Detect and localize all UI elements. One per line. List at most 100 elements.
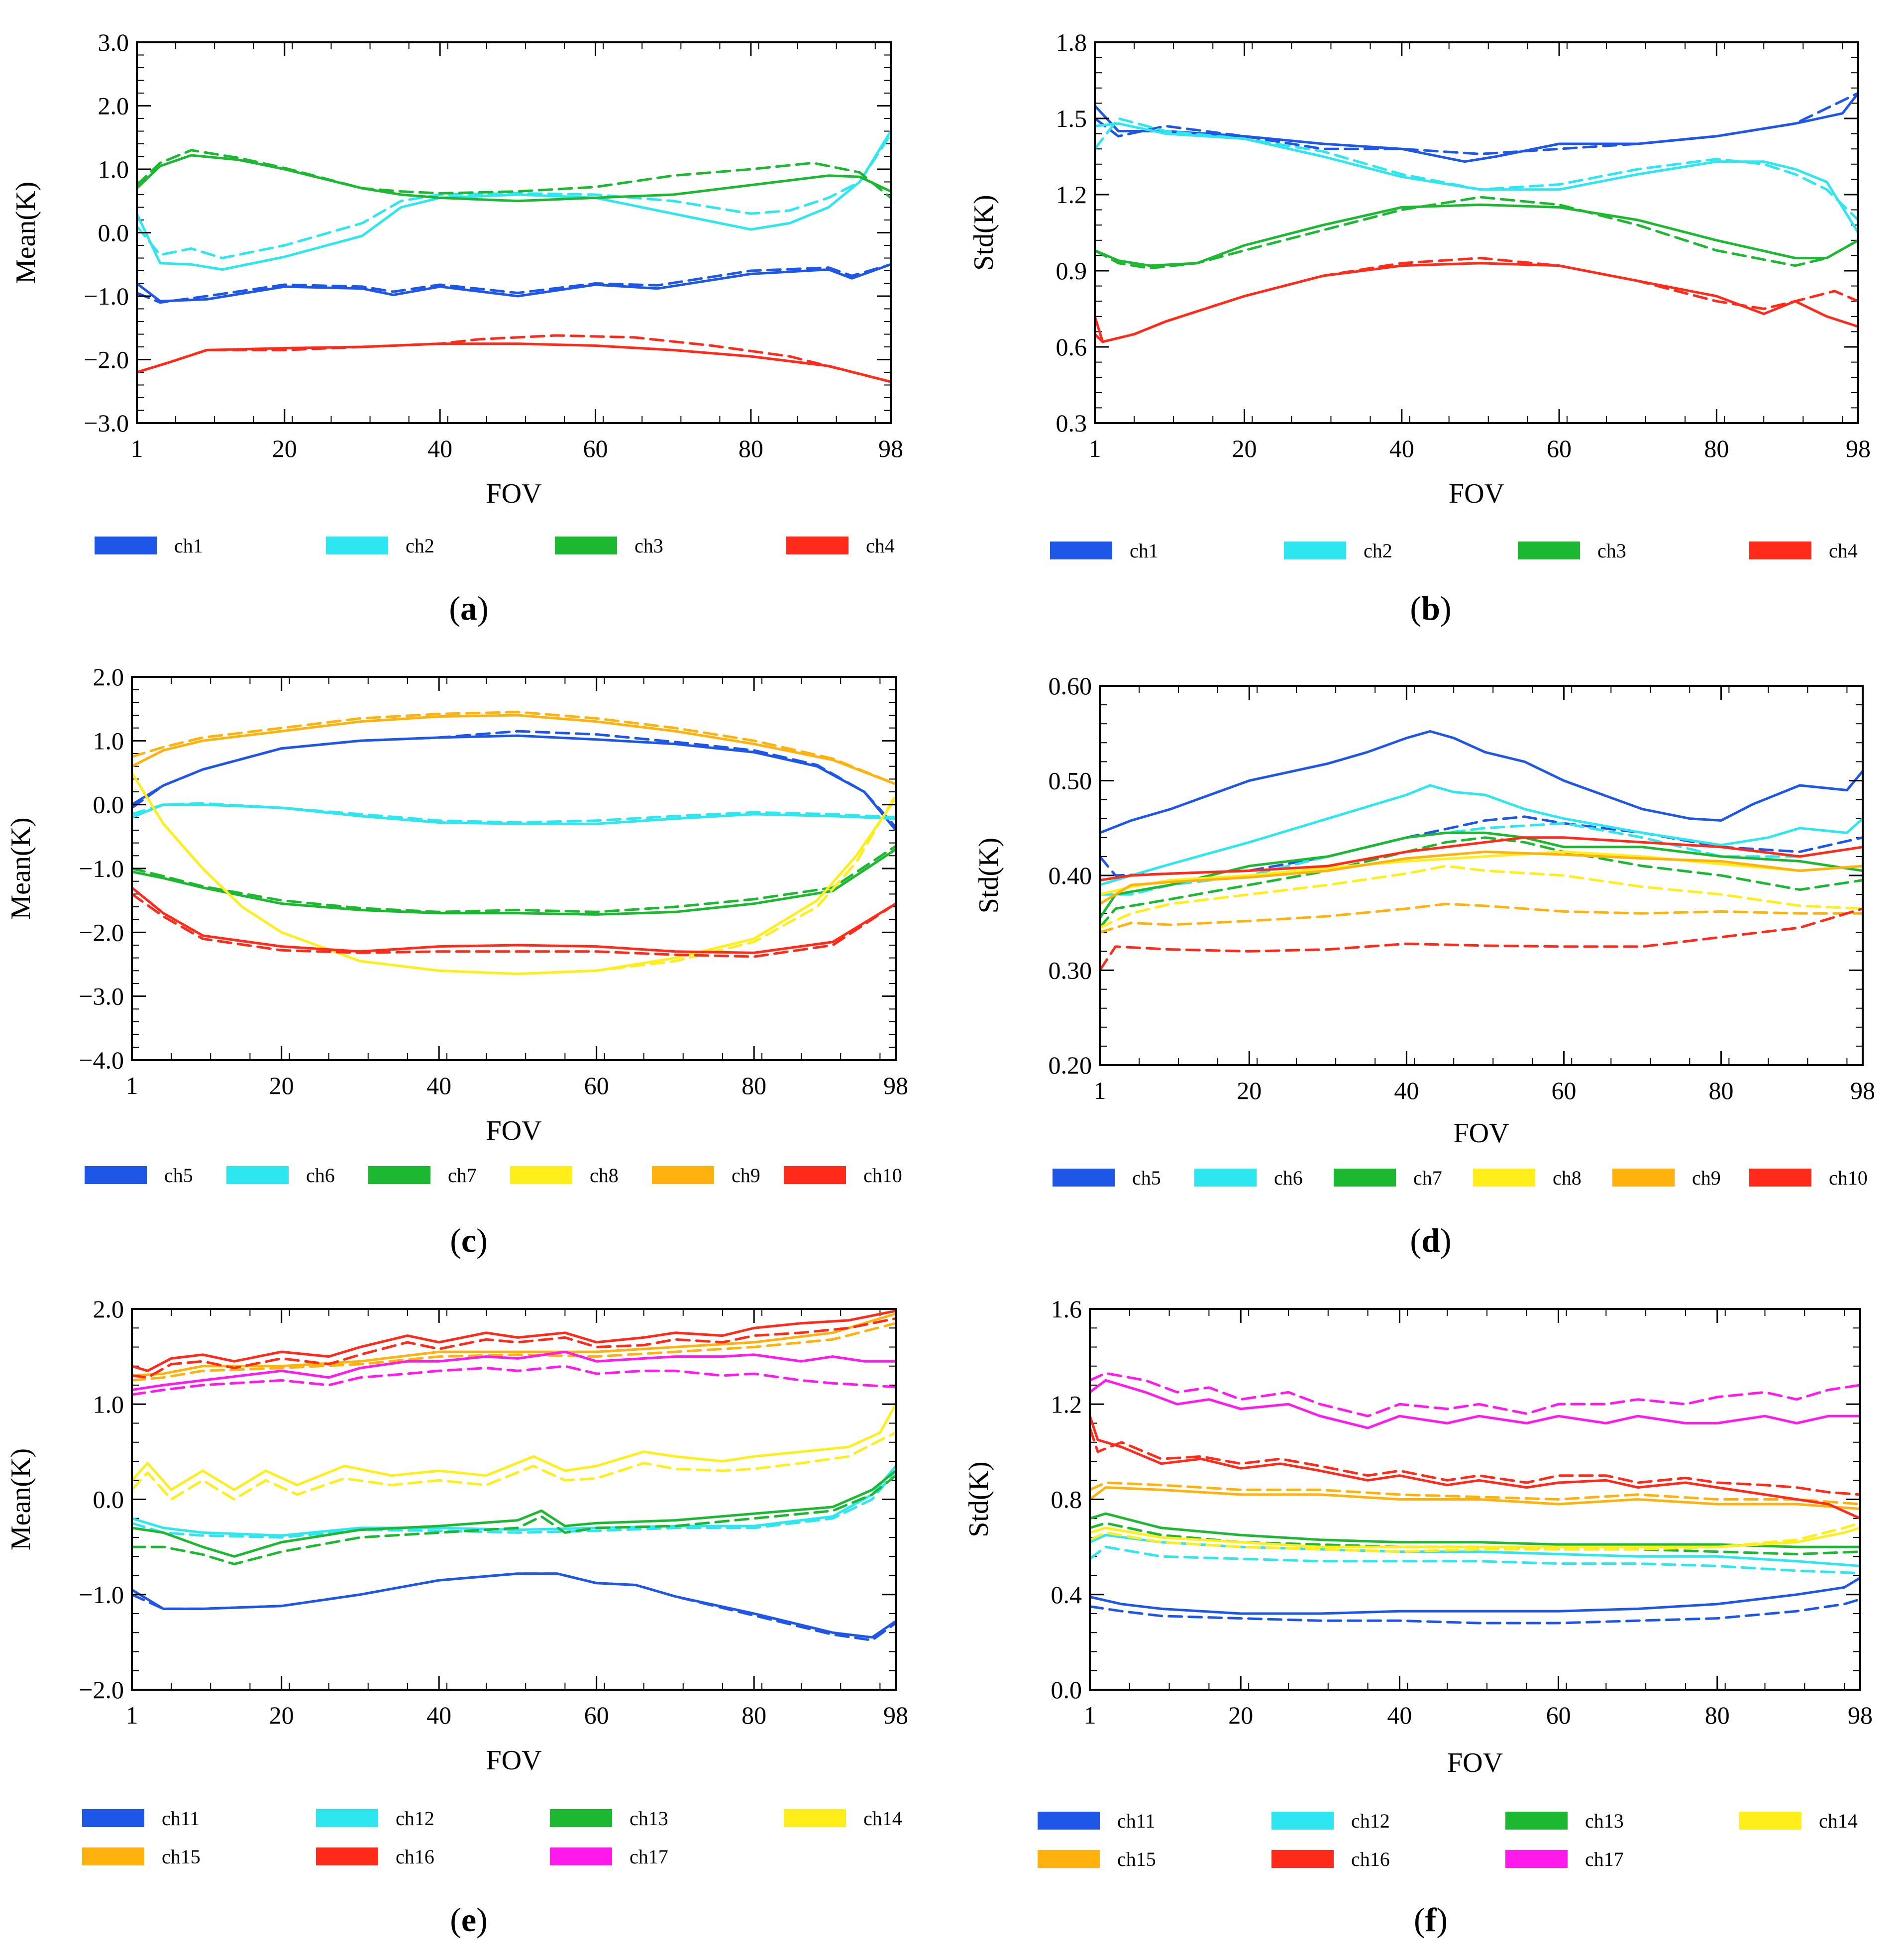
series-line-ch9-dashed xyxy=(1100,902,1863,934)
legend-label-ch11: ch11 xyxy=(162,1807,200,1830)
legend-swatch-ch7 xyxy=(368,1166,430,1184)
series-line-ch17-dashed xyxy=(1090,1372,1860,1417)
series-line-ch6-solid xyxy=(132,803,896,825)
series-line-ch13-solid xyxy=(132,1469,896,1558)
series-line-ch8-solid xyxy=(132,771,896,976)
series-line-ch11-solid xyxy=(132,1572,896,1639)
x-axis-label: FOV xyxy=(1447,1747,1503,1778)
legend-swatch-ch8 xyxy=(1473,1169,1535,1187)
series-line-ch11-dashed xyxy=(132,1572,896,1642)
series-line-ch5-solid xyxy=(1100,730,1863,834)
series-line-ch11-solid xyxy=(1090,1576,1860,1615)
x-axis-label: FOV xyxy=(486,1745,541,1776)
series-line-ch13-solid xyxy=(1090,1512,1860,1548)
x-tick-label: 98 xyxy=(883,1072,908,1099)
series-line-ch2-dashed xyxy=(1095,117,1858,221)
y-tick-label: −2.0 xyxy=(79,918,124,946)
series-line-ch7-solid xyxy=(132,848,896,916)
x-tick-label: 60 xyxy=(1547,434,1572,462)
x-tick-label: 80 xyxy=(739,434,763,462)
y-tick-label: 2.0 xyxy=(93,1295,124,1323)
chart-panel-b: 1 20 40 60 80 98 0.3 0.6 0.9 1.2 1.5 1.8 FOV Std(K) ch… xyxy=(968,28,1871,627)
panel-caption: (e) xyxy=(450,1901,488,1939)
legend-swatch-ch9 xyxy=(1612,1169,1675,1187)
series-line-ch3-solid xyxy=(1095,203,1858,267)
legend-swatch-ch6 xyxy=(226,1166,289,1184)
x-axis-label: FOV xyxy=(486,478,541,509)
series-line-ch12-solid xyxy=(132,1465,896,1537)
x-axis-label: FOV xyxy=(486,1115,541,1146)
legend-label-ch1: ch1 xyxy=(174,535,203,557)
y-axis-label: Mean(K) xyxy=(5,1448,36,1550)
legend-swatch-ch17 xyxy=(1505,1850,1568,1868)
legend-swatch-ch12 xyxy=(1271,1812,1334,1830)
y-tick-label: −1.0 xyxy=(84,282,129,310)
y-tick-label: 1.5 xyxy=(1056,105,1087,132)
x-tick-label: 20 xyxy=(269,1072,294,1099)
x-tick-label: 80 xyxy=(1704,434,1729,462)
caption-paren-close: ) xyxy=(1436,1901,1448,1939)
x-tick-label: 20 xyxy=(1232,434,1257,462)
series-line-ch9-solid xyxy=(132,714,896,786)
x-tick-label: 60 xyxy=(1551,1077,1576,1104)
series-line-ch10-dashed xyxy=(1100,907,1863,972)
y-tick-label: 2.0 xyxy=(98,92,129,120)
y-axis-label: Std(K) xyxy=(963,1461,994,1537)
legend-label-ch17: ch17 xyxy=(630,1846,668,1868)
legend-swatch-ch7 xyxy=(1334,1169,1396,1187)
series-line-ch16-solid xyxy=(132,1309,896,1372)
legend-swatch-ch5 xyxy=(1053,1169,1115,1187)
x-tick-label: 40 xyxy=(426,1701,451,1729)
legend-label-ch15: ch15 xyxy=(1117,1848,1156,1870)
legend-swatch-ch10 xyxy=(1749,1169,1811,1187)
legend-label-ch13: ch13 xyxy=(630,1807,668,1830)
series-line-ch10-dashed xyxy=(132,892,896,958)
y-tick-label: −4.0 xyxy=(79,1046,124,1074)
chart-panel-e: 1 20 40 60 80 98 −2.0 −1.0 0.0 1.0 2.0 FOV Mean(K) ch… xyxy=(5,1295,908,1939)
legend-label-ch10: ch10 xyxy=(1829,1167,1868,1189)
panel-caption: (d) xyxy=(1410,1221,1451,1259)
y-tick-label: 1.2 xyxy=(1056,181,1087,209)
caption-paren-close: ) xyxy=(1440,1221,1452,1259)
legend-swatch-ch16 xyxy=(316,1847,378,1865)
x-tick-label: 1 xyxy=(126,1701,138,1729)
x-tick-label: 80 xyxy=(1705,1701,1730,1729)
legend-label-ch7: ch7 xyxy=(1413,1167,1442,1189)
x-tick-label: 40 xyxy=(427,434,452,462)
legend-label-ch3: ch3 xyxy=(1597,540,1626,562)
y-tick-label: 0.8 xyxy=(1051,1486,1082,1514)
y-tick-label: 1.2 xyxy=(1051,1390,1082,1418)
legend-swatch-ch1 xyxy=(95,537,157,554)
series-line-ch9-solid xyxy=(1100,850,1863,905)
series-line-ch8-dashed xyxy=(132,771,896,976)
legend-label-ch9: ch9 xyxy=(1692,1167,1721,1189)
y-tick-label: 0.0 xyxy=(93,1486,124,1514)
series-line-ch16-dashed xyxy=(1090,1426,1860,1496)
series-line-ch2-dashed xyxy=(137,133,891,259)
y-tick-label: 0.3 xyxy=(1056,409,1087,437)
caption-paren-close: ) xyxy=(476,1221,488,1259)
y-tick-label: 0.6 xyxy=(1056,333,1087,361)
x-tick-label: 1 xyxy=(1084,1701,1096,1729)
series-line-ch16-dashed xyxy=(132,1317,896,1379)
series-line-ch5-dashed xyxy=(132,730,896,829)
series-line-ch14-dashed xyxy=(132,1431,896,1501)
legend-swatch-ch6 xyxy=(1194,1169,1257,1187)
y-tick-label: 0.0 xyxy=(98,219,129,247)
legend-label-ch3: ch3 xyxy=(635,535,663,557)
x-tick-label: 20 xyxy=(269,1701,294,1729)
series-line-ch17-solid xyxy=(132,1350,896,1392)
panel-caption: (a) xyxy=(449,589,488,627)
series-group xyxy=(1100,730,1863,972)
x-tick-label: 60 xyxy=(584,1072,609,1099)
caption-paren-close: ) xyxy=(477,589,489,627)
y-tick-label: 1.6 xyxy=(1051,1295,1082,1323)
series-line-ch2-solid xyxy=(137,130,891,271)
y-tick-label: 0.20 xyxy=(1049,1051,1092,1079)
x-tick-label: 98 xyxy=(878,434,903,462)
legend-swatch-ch14 xyxy=(1739,1812,1801,1830)
y-tick-label: 0.9 xyxy=(1056,257,1087,285)
series-line-ch14-solid xyxy=(1090,1526,1860,1548)
legend-swatch-ch3 xyxy=(1518,542,1580,559)
panel-caption: (f) xyxy=(1414,1901,1448,1939)
